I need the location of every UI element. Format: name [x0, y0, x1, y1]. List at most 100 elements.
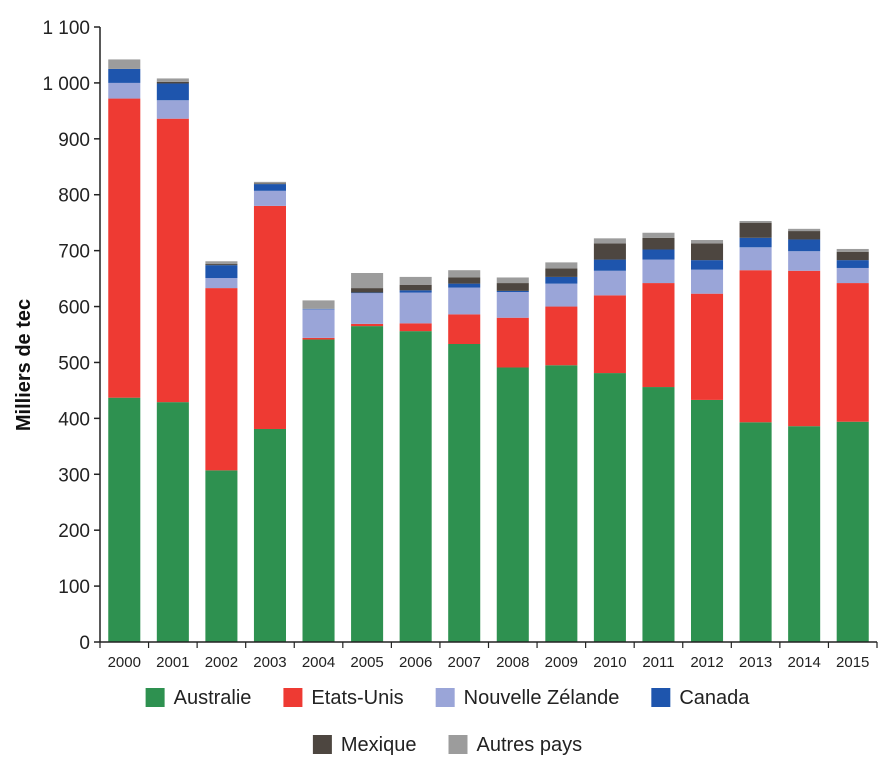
bar-segment-nouvelle-z-lande: [156, 100, 189, 119]
bar-segment-mexique: [399, 284, 432, 291]
bars-group: [108, 59, 869, 642]
bar-segment-nouvelle-z-lande: [108, 82, 141, 99]
bar-segment-etats-unis: [205, 288, 238, 471]
bar-segment-etats-unis: [691, 293, 724, 400]
x-tick-label: 2003: [253, 654, 286, 671]
bar-segment-etats-unis: [496, 317, 529, 368]
bar-segment-canada: [448, 283, 481, 288]
x-tick-label: 2013: [739, 654, 772, 671]
bar-segment-nouvelle-z-lande: [739, 247, 772, 271]
legend-swatch-autres-pays: [448, 735, 468, 754]
bar-segment-nouvelle-z-lande: [642, 259, 675, 284]
bar-segment-australie: [253, 428, 286, 642]
bar-segment-australie: [448, 344, 481, 642]
y-tick-label: 300: [58, 465, 90, 486]
bar-segment-mexique: [788, 231, 821, 240]
bar-segment-mexique: [593, 243, 626, 260]
bar-segment-mexique: [496, 283, 529, 291]
bar-segment-autres-pays: [691, 240, 724, 244]
bar-segment-canada: [836, 260, 869, 268]
legend-label-canada: Canada: [679, 687, 750, 709]
bar-segment-canada: [788, 239, 821, 252]
bar-segment-australie: [593, 373, 626, 642]
bar-segment-australie: [351, 326, 384, 642]
bar-segment-australie: [108, 397, 141, 642]
x-tick-label: 2007: [448, 654, 481, 671]
bar-segment-canada: [739, 237, 772, 248]
bar-segment-autres-pays: [448, 270, 481, 278]
x-axis: 2000 2001 2002 2003 2004 2005 2006 2007 2008 2009…: [99, 641, 878, 671]
bar-segment-mexique: [351, 288, 384, 293]
bar-segment-mexique: [836, 251, 869, 261]
legend-swatch-etats-unis: [283, 688, 303, 707]
bar-segment-canada: [691, 260, 724, 270]
y-tick-label: 0: [79, 633, 90, 654]
y-tick-label: 900: [58, 130, 90, 151]
bar-segment-etats-unis: [156, 118, 189, 403]
bar-segment-nouvelle-z-lande: [788, 251, 821, 271]
x-tick-label: 2011: [642, 654, 674, 671]
bar-segment-etats-unis: [836, 283, 869, 422]
bar-segment-nouvelle-z-lande: [253, 190, 286, 206]
y-tick-label: 800: [58, 186, 90, 207]
bar-segment-etats-unis: [545, 306, 578, 366]
bar-segment-canada: [253, 184, 286, 191]
bar-segment-autres-pays: [108, 59, 141, 69]
bar-segment-etats-unis: [739, 270, 772, 423]
bar-segment-etats-unis: [642, 283, 675, 388]
x-tick-label: 2014: [787, 654, 820, 671]
bar-segment-nouvelle-z-lande: [691, 269, 724, 294]
bar-segment-australie: [399, 331, 432, 642]
bar-segment-mexique: [739, 222, 772, 238]
bar-segment-mexique: [448, 277, 481, 284]
bar-segment-nouvelle-z-lande: [545, 283, 578, 307]
legend-swatch-canada: [651, 688, 671, 707]
bar-segment-etats-unis: [399, 323, 432, 332]
legend: Australie Etats-Unis Nouvelle Zélande Canad…: [145, 687, 750, 756]
x-tick-label: 2008: [496, 654, 529, 671]
y-tick-label: 1 100: [42, 18, 90, 39]
bar-segment-etats-unis: [108, 98, 141, 398]
bar-segment-autres-pays: [739, 221, 772, 223]
bar-segment-autres-pays: [496, 277, 529, 284]
bar-segment-mexique: [205, 264, 238, 266]
x-tick-label: 2012: [690, 654, 723, 671]
legend-label-australie: Australie: [174, 687, 252, 709]
bar-segment-autres-pays: [302, 300, 335, 309]
bar-segment-canada: [593, 259, 626, 271]
y-tick-label: 200: [58, 521, 90, 542]
bar-segment-nouvelle-z-lande: [593, 270, 626, 296]
bar-segment-australie: [788, 426, 821, 642]
x-tick-label: 2015: [836, 654, 869, 671]
bar-segment-nouvelle-z-lande: [205, 278, 238, 289]
bar-segment-australie: [496, 367, 529, 642]
bar-segment-canada: [205, 265, 238, 279]
bar-segment-nouvelle-z-lande: [836, 267, 869, 284]
x-tick-label: 2006: [399, 654, 432, 671]
legend-label-etats-unis: Etats-Unis: [311, 687, 403, 709]
y-axis-label: Milliers de tec: [13, 299, 35, 431]
bar-segment-mexique: [545, 268, 578, 277]
bar-segment-canada: [302, 308, 335, 310]
bar-segment-nouvelle-z-lande: [496, 292, 529, 318]
bar-segment-autres-pays: [253, 181, 286, 184]
bar-segment-australie: [642, 387, 675, 642]
y-tick-label: 400: [58, 409, 90, 430]
bar-segment-etats-unis: [593, 295, 626, 374]
bar-segment-autres-pays: [593, 238, 626, 244]
bar-segment-autres-pays: [836, 248, 869, 252]
y-tick-label: 600: [58, 298, 90, 319]
y-axis: 0 100 200 300 400 500 600 700 800 900 1 000 1 100: [42, 18, 101, 654]
bar-segment-australie: [691, 399, 724, 642]
y-tick-label: 1 000: [42, 74, 90, 95]
x-tick-label: 2000: [108, 654, 141, 671]
x-tick-label: 2002: [205, 654, 238, 671]
bar-segment-canada: [642, 249, 675, 260]
bar-segment-australie: [302, 339, 335, 642]
x-tick-label: 2004: [302, 654, 335, 671]
bar-segment-etats-unis: [351, 323, 384, 327]
bar-segment-autres-pays: [545, 262, 578, 269]
x-tick-label: 2005: [350, 654, 383, 671]
bar-segment-etats-unis: [253, 205, 286, 429]
